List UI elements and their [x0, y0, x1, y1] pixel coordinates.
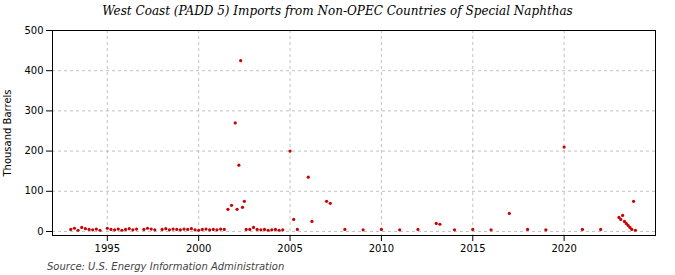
svg-text:300: 300: [24, 105, 43, 116]
svg-text:0: 0: [37, 226, 43, 237]
svg-text:2020: 2020: [551, 243, 576, 254]
svg-text:1995: 1995: [95, 243, 120, 254]
svg-text:500: 500: [24, 25, 43, 36]
svg-text:400: 400: [24, 65, 43, 76]
svg-text:Thousand Barrels: Thousand Barrels: [2, 89, 13, 177]
svg-text:2000: 2000: [186, 243, 211, 254]
svg-text:200: 200: [24, 145, 43, 156]
svg-text:2015: 2015: [460, 243, 485, 254]
html-text:West Coast (PADD 5) Imports fr: West Coast (PADD 5) Imports from Non-OPE…: [102, 4, 573, 18]
svg-text:2010: 2010: [369, 243, 394, 254]
svg-text:100: 100: [24, 185, 43, 196]
html-text:Source: U.S. Energy Informatio: Source: U.S. Energy Information Administ…: [47, 261, 285, 272]
svg-text:2005: 2005: [277, 243, 302, 254]
